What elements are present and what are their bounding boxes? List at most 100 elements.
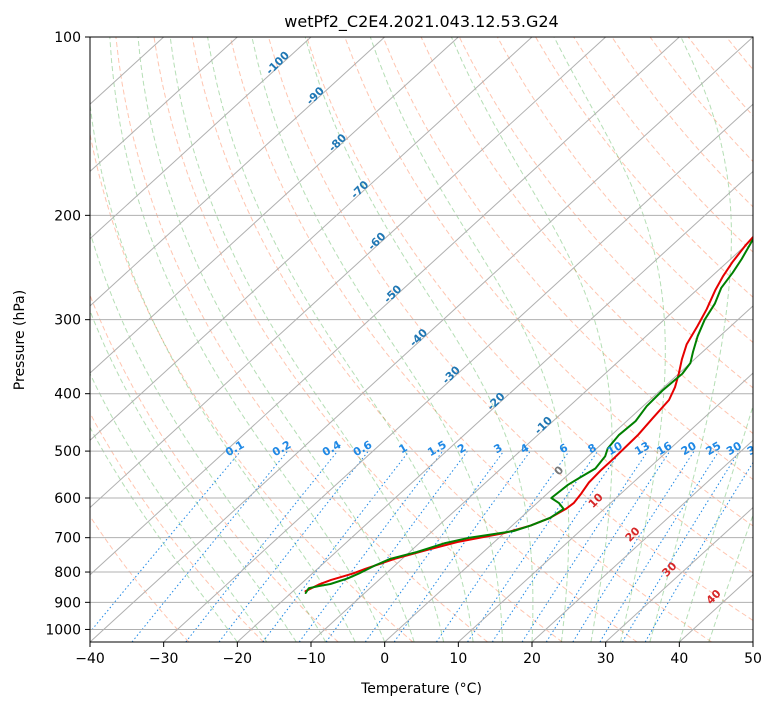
moist-adiabat-line: [109, 37, 386, 642]
isotherm-gridline: [90, 37, 312, 240]
moist-adiabat-line: [90, 230, 327, 642]
x-tick-label: 40: [670, 651, 688, 667]
dry-adiabat-label: 0: [552, 463, 567, 478]
x-tick-label: −40: [75, 651, 105, 667]
y-tick-label: 800: [54, 565, 81, 581]
y-tick-label: 200: [54, 208, 81, 224]
mixing-ratio-line: [325, 450, 468, 642]
moist-adiabat-line: [649, 37, 732, 642]
mixing-ratio-line: [364, 450, 505, 642]
isotherm-label: -70: [348, 178, 371, 201]
mixing-ratio-label: 6: [557, 441, 570, 456]
isotherm-gridline: [90, 37, 753, 642]
dewpoint-profile-line: [304, 237, 753, 594]
y-tick-label: 700: [54, 531, 81, 547]
dry-adiabat-line: [306, 37, 753, 574]
isotherm-label: -90: [304, 84, 327, 107]
x-tick-label: 0: [380, 651, 389, 667]
isotherm-gridline: [90, 37, 680, 576]
isotherm-label: -100: [263, 48, 292, 77]
moist-adiabat-line: [304, 37, 534, 642]
dry-adiabat-line: [687, 37, 753, 117]
y-tick-label: 400: [54, 387, 81, 403]
mixing-ratio-line: [599, 450, 720, 642]
isotherm-gridline: [90, 37, 459, 374]
dry-adiabat-line: [153, 37, 563, 642]
dry-adiabat-line: [90, 412, 264, 642]
y-axis: 100 200 300 400 500 600 700 800 900 1000: [45, 30, 90, 638]
mixing-ratio-line: [262, 450, 410, 642]
moist-adiabat-line: [137, 37, 415, 642]
isotherm-gridline: [752, 641, 753, 642]
y-tick-label: 600: [54, 491, 81, 507]
mixing-ratio-label: 0.6: [351, 438, 375, 459]
mixing-ratio-label: 36: [745, 439, 765, 458]
x-tick-label: 30: [597, 651, 615, 667]
mixing-ratio-line: [435, 450, 570, 642]
moist-adiabat-line: [90, 372, 268, 642]
isotherm-gridline: [457, 372, 753, 642]
mixing-ratio-line: [90, 450, 242, 633]
moist-adiabat-line: [90, 309, 297, 642]
dry-adiabat-line: [420, 37, 753, 435]
data-series: [304, 235, 753, 594]
mixing-ratio-line: [491, 450, 621, 642]
isotherm-gridline: [310, 237, 753, 642]
mixing-ratio-line: [545, 450, 671, 642]
moist-adiabat-line: [553, 37, 666, 642]
mixing-ratio-label: 0.2: [270, 438, 293, 459]
mixing-ratio-label: 20: [679, 439, 699, 458]
isotherm-label: -50: [381, 282, 404, 305]
moist-adiabat-line: [251, 37, 503, 642]
moist-adiabat-line: [90, 100, 356, 642]
mixing-ratio-line: [298, 450, 444, 642]
x-tick-label: −30: [149, 651, 179, 667]
mixing-ratio-line: [521, 450, 649, 642]
dry-adiabat-line: [649, 37, 753, 163]
dry-adiabat-line: [382, 37, 753, 481]
moist-adiabat-line: [169, 37, 445, 642]
isotherm-gridline: [90, 37, 607, 509]
isotherm-label: -60: [365, 230, 388, 253]
mixing-ratio-label: 16: [655, 439, 675, 458]
mixing-ratio-line: [218, 450, 369, 642]
moist-adiabat-line: [678, 404, 753, 642]
y-tick-label: 1000: [45, 622, 81, 638]
dry-adiabat-line: [535, 37, 753, 298]
moist-adiabat-line: [708, 513, 753, 642]
mixing-ratio-label: 1.5: [425, 438, 448, 459]
chart-title: wetPf2_C2E4.2021.043.12.53.G24: [284, 12, 558, 32]
mixing-ratio-label: 0.4: [320, 438, 344, 459]
mixing-ratio-label: 10: [605, 439, 625, 458]
dry-adiabat-line: [90, 131, 414, 642]
mixing-ratio-line: [572, 450, 695, 642]
x-tick-label: 50: [744, 651, 762, 667]
isotherm-gridline: [90, 37, 238, 173]
y-axis-label: Pressure (hPa): [12, 290, 28, 390]
mixing-ratio-label: 3: [492, 441, 505, 456]
x-axis: −40 −30 −20 −10 0 10 20 30 40 50: [75, 642, 762, 667]
x-tick-label: 20: [523, 651, 541, 667]
y-tick-label: 300: [54, 313, 81, 329]
dry-adiabat-line: [765, 37, 775, 642]
mixing-ratio-label: 1: [397, 441, 410, 456]
dry-adiabat-line: [726, 37, 753, 71]
isotherm-gridline: [163, 103, 753, 642]
mixing-ratio-line: [467, 450, 599, 642]
y-tick-label: 100: [54, 30, 81, 46]
isotherm-gridline: [236, 170, 753, 642]
dry-adiabat-line: [268, 37, 753, 622]
mixing-ratio-line: [185, 450, 338, 642]
dry-adiabat-line: [115, 37, 488, 642]
isotherm-label: -10: [532, 414, 555, 437]
dry-adiabat-line: [229, 37, 712, 642]
dry-adiabat-line: [573, 37, 753, 253]
mixing-ratio-label: 13: [632, 439, 652, 458]
dry-adiabat-label: 20: [623, 524, 643, 544]
y-tick-label: 900: [54, 595, 81, 611]
x-tick-label: −20: [223, 651, 253, 667]
moist-adiabat-line: [450, 37, 613, 642]
x-tick-label: 10: [449, 651, 467, 667]
dry-adiabat-line: [191, 37, 638, 642]
